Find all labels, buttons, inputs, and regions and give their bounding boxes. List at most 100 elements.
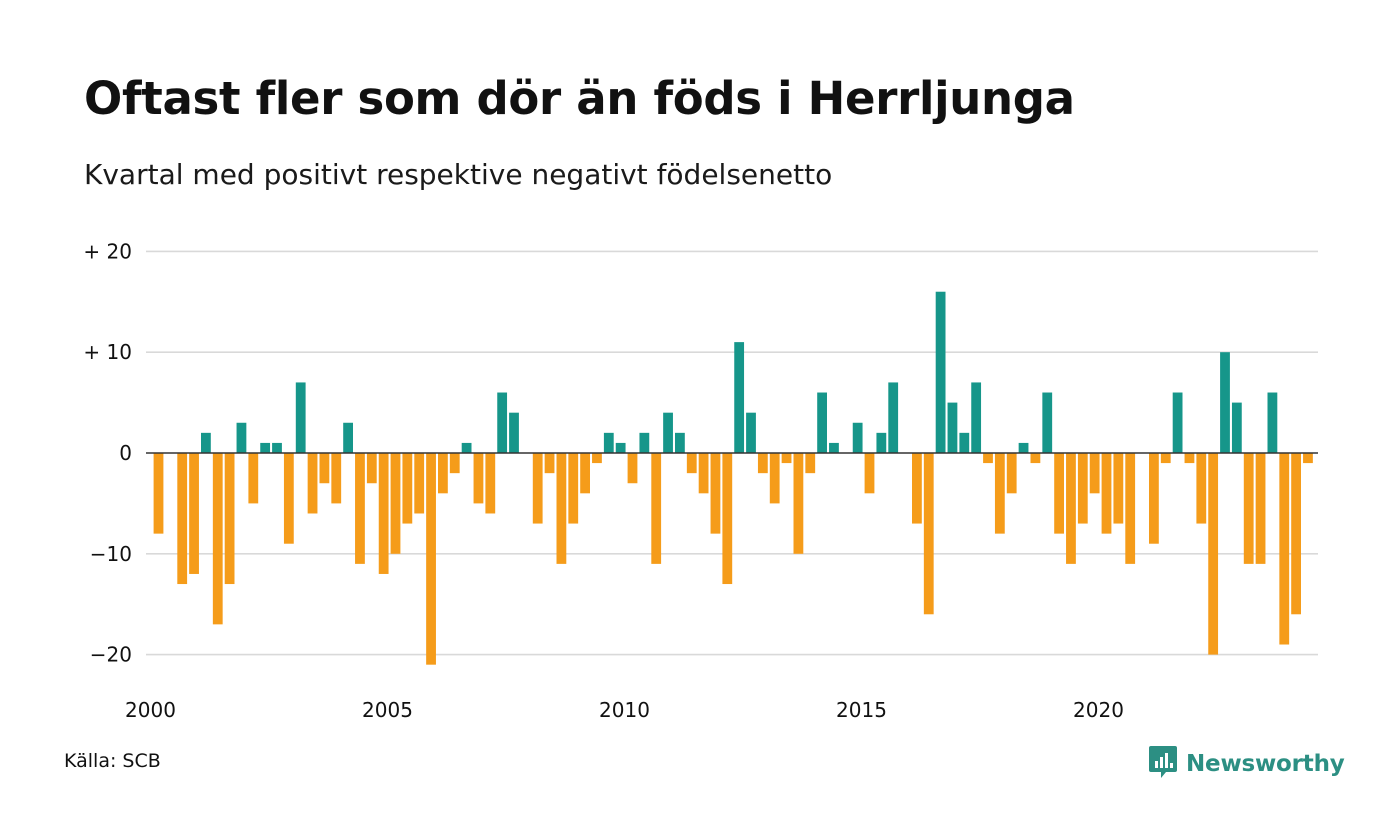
y-tick-label: + 20 [83, 239, 132, 263]
bar-positive [959, 432, 970, 453]
bar-negative [1243, 453, 1254, 564]
bar-negative [378, 453, 389, 574]
bar-negative [781, 453, 792, 464]
bar-negative [1279, 453, 1290, 645]
bar-positive [1172, 392, 1183, 453]
bar-negative [568, 453, 579, 524]
bar-negative [153, 453, 164, 534]
y-tick-label: 0 [119, 441, 132, 465]
bar-negative [1149, 453, 1159, 544]
bar-negative [983, 453, 993, 464]
x-tick-label: 2010 [599, 698, 650, 722]
bar-positive [876, 432, 887, 453]
bar-negative [319, 453, 330, 484]
bar-negative [248, 453, 259, 504]
bar-positive [829, 442, 839, 453]
bar-negative [1066, 453, 1076, 564]
bar-negative [1101, 453, 1112, 534]
bar-positive [1231, 402, 1242, 453]
bar-positive [497, 392, 508, 453]
bar-positive [343, 422, 353, 453]
bar-negative [1113, 453, 1124, 524]
bar-negative [1184, 453, 1195, 464]
x-tick-label: 2000 [125, 698, 176, 722]
bar-negative [912, 453, 922, 524]
bar-negative [532, 453, 543, 524]
bar-negative [686, 453, 697, 474]
bar-negative [366, 453, 377, 484]
bar-positive [663, 412, 673, 453]
bar-positive [675, 432, 685, 453]
bar-positive [461, 442, 472, 453]
bar-positive [971, 382, 982, 453]
bar-positive [509, 412, 519, 453]
bar-negative [1160, 453, 1171, 464]
bar-negative [592, 453, 602, 464]
bar-negative [1054, 453, 1064, 534]
axis-labels: + 20 + 10 0 −10 −20 2000 2005 2010 2015 2020 [83, 239, 1318, 722]
bar-positive [817, 392, 827, 453]
bar-positive [603, 432, 614, 453]
bar-negative [283, 453, 294, 544]
bar-negative [1125, 453, 1136, 564]
bar-negative [1030, 453, 1041, 464]
bar-negative [864, 453, 875, 494]
bar-negative [177, 453, 188, 585]
bar-negative [307, 453, 318, 514]
bar-negative [473, 453, 484, 504]
bar-negative [1291, 453, 1301, 615]
bar-positive [935, 291, 946, 453]
bar-positive [888, 382, 899, 453]
bar-negative [402, 453, 413, 524]
bar-negative [1208, 453, 1219, 655]
bar-negative [414, 453, 425, 514]
brand-logo[interactable]: Newsworthy [1148, 744, 1345, 784]
bar-positive [236, 422, 247, 453]
bar-negative [224, 453, 235, 585]
bar-negative [212, 453, 223, 625]
bar-negative [1089, 453, 1100, 494]
bar-negative [438, 453, 448, 494]
bar-positive [260, 442, 271, 453]
bar-negative [769, 453, 780, 504]
bar-negative [793, 453, 804, 554]
bars [153, 291, 1313, 665]
bar-negative [698, 453, 709, 494]
bar-negative [355, 453, 365, 564]
bar-negative [544, 453, 555, 474]
bar-negative [651, 453, 662, 564]
source-note: Källa: SCB [64, 750, 161, 772]
x-tick-label: 2005 [362, 698, 413, 722]
bar-chart: + 20 + 10 0 −10 −20 2000 2005 2010 2015 2020 [83, 239, 1318, 722]
bar-negative [722, 453, 733, 585]
bar-positive [1220, 352, 1230, 453]
bar-positive [1267, 392, 1278, 453]
bar-negative [580, 453, 590, 494]
bar-positive [639, 432, 650, 453]
bar-positive [201, 432, 211, 453]
bar-positive [272, 442, 282, 453]
bar-negative [1196, 453, 1207, 524]
y-tick-label: −10 [90, 542, 132, 566]
bar-positive [1018, 442, 1029, 453]
newsworthy-logo-icon [1148, 744, 1178, 784]
bar-positive [852, 422, 863, 453]
bar-positive [295, 382, 306, 453]
bar-negative [627, 453, 638, 484]
bar-positive [734, 342, 745, 453]
bar-positive [1042, 392, 1053, 453]
chart-title: Oftast fler som dör än föds i Herrljunga [84, 72, 1075, 125]
bar-negative [1255, 453, 1266, 564]
bar-negative [449, 453, 460, 474]
bar-negative [923, 453, 934, 615]
bar-negative [757, 453, 768, 474]
brand-name: Newsworthy [1186, 751, 1345, 777]
bar-positive [746, 412, 756, 453]
y-tick-label: + 10 [83, 340, 132, 364]
bar-negative [189, 453, 199, 574]
bar-positive [615, 442, 626, 453]
chart-subtitle: Kvartal med positivt respektive negativt… [84, 158, 833, 191]
bar-negative [994, 453, 1005, 534]
bar-negative [1077, 453, 1088, 524]
x-tick-label: 2020 [1073, 698, 1124, 722]
